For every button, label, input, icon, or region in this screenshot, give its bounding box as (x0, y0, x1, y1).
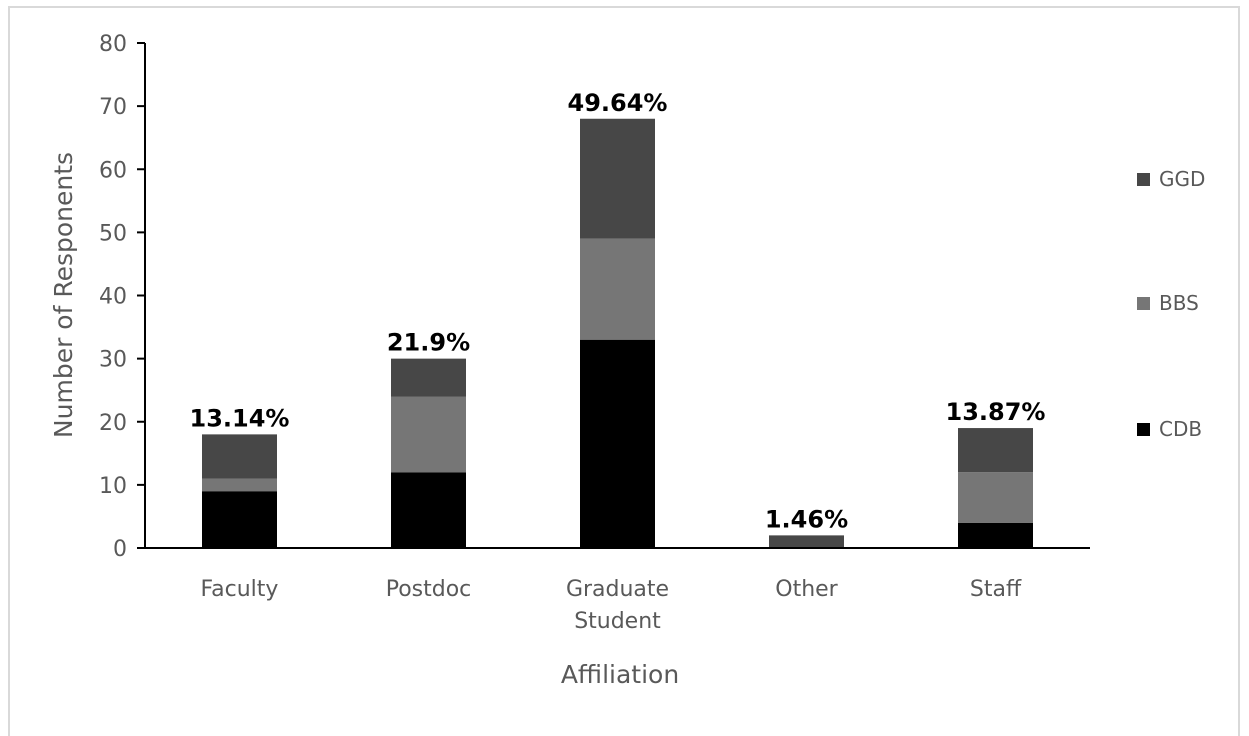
data-label-1: 21.9% (387, 329, 470, 357)
bar-segment-ggd-4 (958, 428, 1033, 473)
x-tick-label-4-0: Staff (970, 577, 1022, 602)
legend-swatch-bbs (1137, 297, 1150, 310)
bar-segment-ggd-1 (391, 358, 466, 397)
legend-label-bbs: BBS (1159, 291, 1199, 315)
bar-segment-bbs-4 (958, 472, 1033, 523)
bar-segment-ggd-3 (769, 535, 844, 548)
y-axis-title: Number of Responents (49, 152, 78, 438)
x-tick-label-2-0: Graduate (566, 577, 669, 602)
bar-segment-bbs-0 (202, 478, 277, 492)
y-tick-label-0: 0 (113, 537, 127, 562)
legend-swatch-cdb (1137, 423, 1150, 436)
x-axis-title: Affiliation (561, 660, 679, 689)
labels-group: 13.14% Faculty 21.9% Postdoc 49.64% Graduate S… (190, 89, 1046, 634)
y-tick-label-1: 10 (99, 474, 127, 499)
axes-group: 0 10 20 30 40 50 60 70 80 (99, 32, 1090, 562)
bar-segment-cdb-1 (391, 472, 466, 548)
bar-segment-ggd-2 (580, 118, 655, 239)
bar-segment-bbs-1 (391, 396, 466, 473)
bar-segment-cdb-0 (202, 491, 277, 548)
bar-segment-cdb-2 (580, 339, 655, 548)
data-label-4: 13.87% (946, 398, 1046, 426)
y-tick-label-5: 50 (99, 221, 127, 246)
y-tick-label-6: 60 (99, 158, 127, 183)
bar-segment-cdb-4 (958, 522, 1033, 548)
data-label-3: 1.46% (765, 505, 848, 533)
y-tick-label-2: 20 (99, 411, 127, 436)
y-tick-label-8: 80 (99, 32, 127, 57)
x-tick-label-1-0: Postdoc (386, 577, 472, 602)
data-label-0: 13.14% (190, 404, 290, 432)
bar-segment-bbs-2 (580, 238, 655, 340)
legend-label-ggd: GGD (1159, 167, 1205, 191)
legend-label-cdb: CDB (1159, 417, 1202, 441)
legend: GGD BBS CDB (1137, 167, 1205, 441)
x-tick-label-3-0: Other (775, 577, 838, 602)
y-tick-label-7: 70 (99, 95, 127, 120)
bars-group (202, 118, 1033, 548)
data-label-2: 49.64% (568, 89, 668, 117)
y-tick-label-4: 40 (99, 285, 127, 310)
x-tick-label-0-0: Faculty (201, 577, 279, 602)
bar-segment-ggd-0 (202, 434, 277, 479)
legend-swatch-ggd (1137, 173, 1150, 186)
x-tick-label-2-1: Student (574, 609, 661, 634)
y-tick-label-3: 30 (99, 348, 127, 373)
